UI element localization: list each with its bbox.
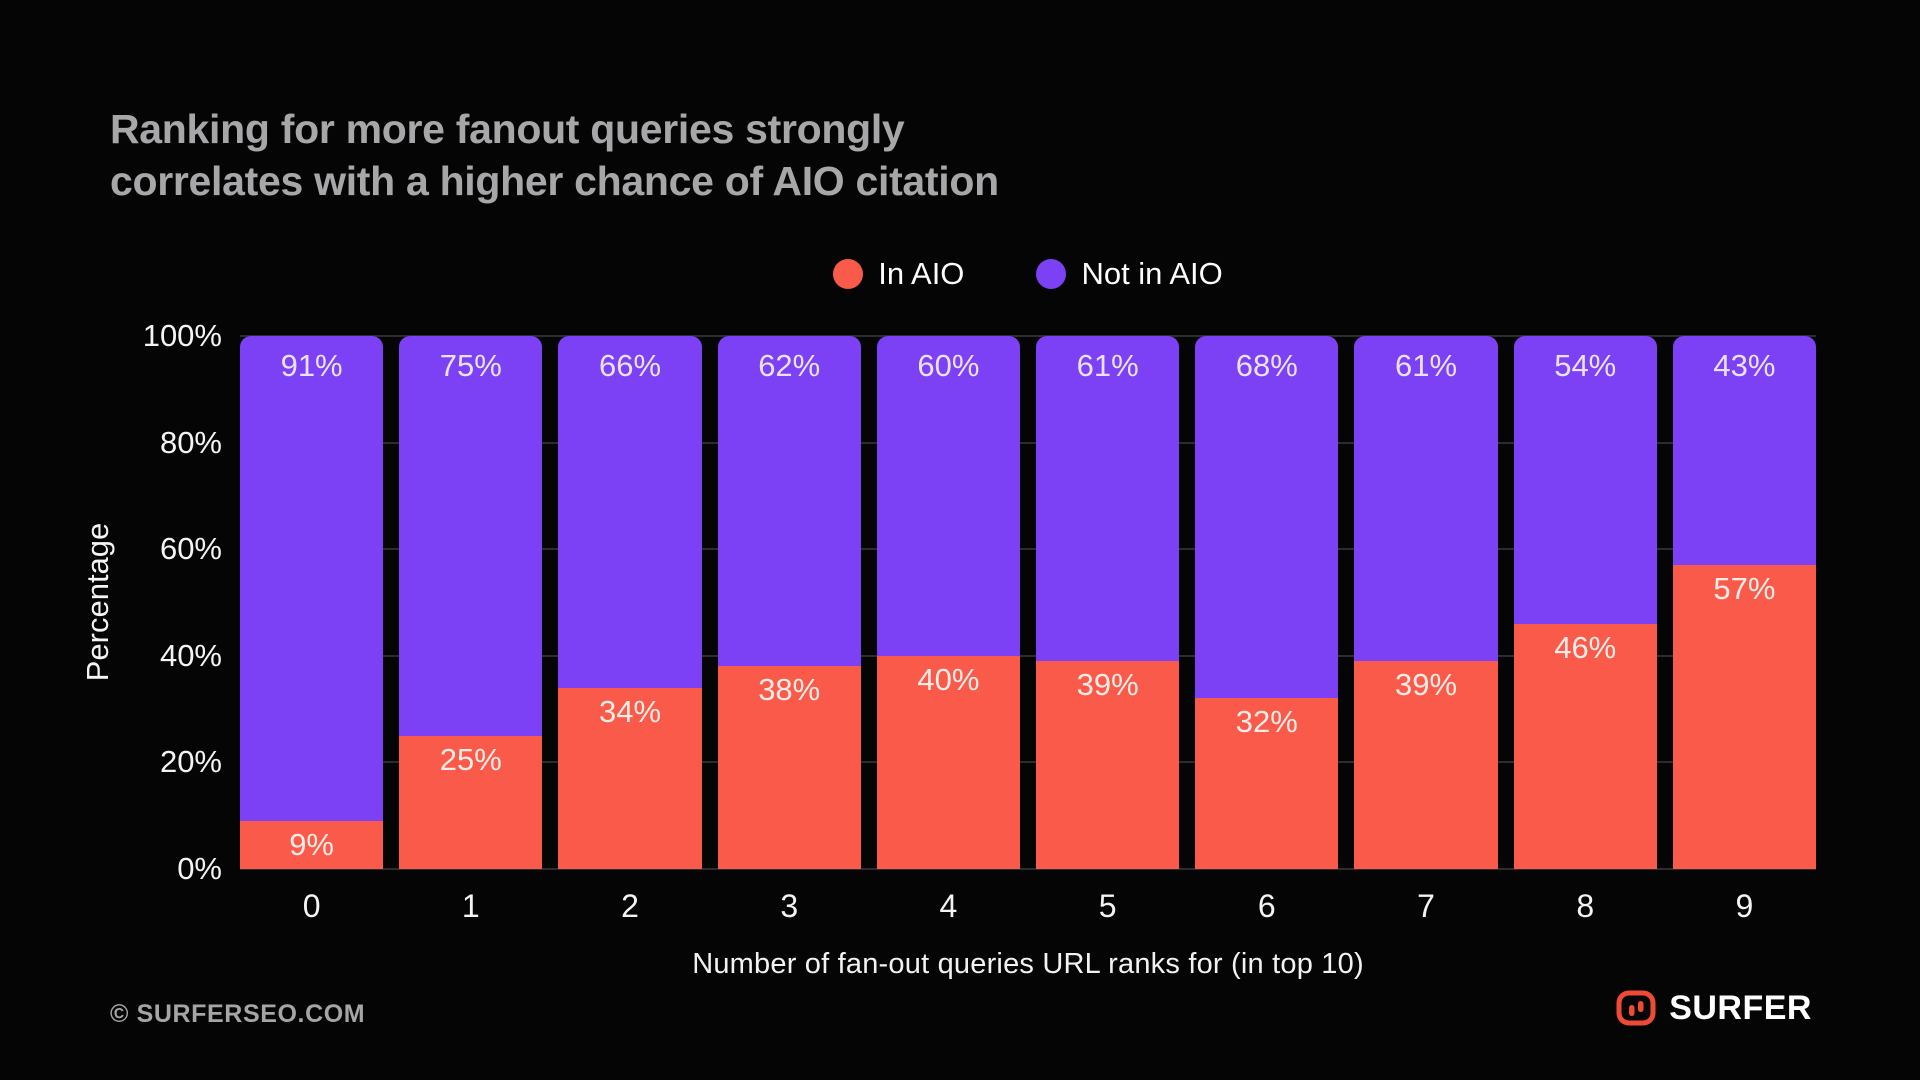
value-label-not-in-aio-1: 75%: [439, 348, 502, 383]
chart-title-line2: correlates with a higher chance of AIO c…: [110, 158, 999, 205]
y-tick-20%: 20%: [159, 744, 222, 780]
segment-not-in-aio-7: 61%: [1354, 336, 1498, 662]
x-axis-title: Number of fan-out queries URL ranks for …: [692, 948, 1364, 980]
segment-not-in-aio-4: 60%: [876, 336, 1021, 656]
x-tick-7: 7: [1417, 888, 1435, 924]
plot-area: 91% 9% 75% 25% 66% 34% 62% 38% 60% 40% 61% 39% 68% 32…: [240, 335, 1817, 870]
grid-line-100: [240, 335, 1816, 337]
chart-title-line1: Ranking for more fanout queries strongly: [110, 106, 905, 152]
value-label-not-in-aio-9: 43%: [1713, 348, 1776, 384]
bar-column-8: 54% 46%: [1513, 336, 1657, 869]
value-label-in-aio-1: 25%: [439, 741, 502, 777]
x-tick-6: 6: [1257, 888, 1276, 924]
segment-in-aio-6: 32%: [1195, 698, 1339, 869]
grid-line-0: [240, 868, 1816, 870]
segment-in-aio-4: 40%: [876, 655, 1021, 869]
value-label-in-aio-2: 34%: [598, 693, 662, 729]
x-tick-9: 9: [1735, 888, 1754, 924]
value-label-not-in-aio-6: 68%: [1235, 348, 1298, 384]
value-label-in-aio-0: 9%: [289, 827, 334, 863]
surfer-logo-text: SURFER: [1669, 988, 1812, 1027]
bars-container: 91% 9% 75% 25% 66% 34% 62% 38% 60% 40% 61% 39% 68% 32…: [240, 336, 1817, 869]
segment-not-in-aio-2: 66%: [558, 336, 702, 688]
grid-line-60: [240, 548, 1816, 551]
surfer-logo-icon: [1616, 990, 1656, 1026]
segment-in-aio-9: 57%: [1672, 565, 1817, 869]
segment-not-in-aio-1: 75%: [399, 336, 543, 736]
value-label-in-aio-5: 39%: [1076, 667, 1139, 703]
segment-in-aio-5: 39%: [1036, 661, 1180, 869]
y-axis-ticks: 0% 20% 40% 60% 80% 100%: [0, 318, 222, 886]
bar-column-4: 60% 40%: [876, 336, 1021, 869]
segment-in-aio-3: 38%: [717, 666, 861, 869]
segment-not-in-aio-3: 62%: [717, 336, 861, 667]
bar-column-5: 61% 39%: [1036, 336, 1180, 869]
y-tick-0%: 0%: [177, 851, 222, 886]
y-tick-40%: 40%: [159, 637, 222, 673]
x-tick-2: 2: [621, 888, 639, 924]
x-tick-5: 5: [1098, 888, 1117, 924]
value-label-in-aio-4: 40%: [917, 661, 980, 697]
legend-item-in-aio: In AIO: [833, 256, 964, 292]
value-label-not-in-aio-5: 61%: [1076, 348, 1139, 384]
segment-not-in-aio-6: 68%: [1195, 336, 1339, 699]
y-tick-80%: 80%: [159, 424, 222, 460]
value-label-not-in-aio-2: 66%: [598, 348, 662, 384]
in-aio-dot-icon: [833, 259, 864, 289]
x-tick-0: 0: [302, 888, 321, 924]
value-label-in-aio-3: 38%: [758, 672, 821, 708]
value-label-in-aio-6: 32%: [1235, 704, 1298, 740]
value-label-not-in-aio-0: 91%: [280, 348, 343, 384]
bar-column-0: 91% 9%: [240, 336, 384, 869]
y-tick-60%: 60%: [159, 531, 222, 567]
bar-column-3: 62% 38%: [717, 336, 861, 869]
value-label-not-in-aio-7: 61%: [1395, 348, 1458, 384]
segment-in-aio-7: 39%: [1354, 661, 1498, 869]
value-label-not-in-aio-8: 54%: [1554, 348, 1617, 384]
not-in-aio-dot-icon: [1036, 259, 1067, 289]
copyright: © SURFERSEO.COM: [110, 1000, 366, 1028]
y-tick-100%: 100%: [142, 318, 222, 353]
chart-title: Ranking for more fanout queries strongly…: [110, 103, 999, 208]
grid-line-20: [240, 761, 1816, 764]
value-label-not-in-aio-3: 62%: [758, 348, 821, 384]
value-label-in-aio-8: 46%: [1554, 629, 1617, 665]
segment-not-in-aio-5: 61%: [1036, 336, 1180, 662]
grid-line-40: [240, 654, 1816, 657]
bar-column-9: 43% 57%: [1672, 336, 1817, 869]
legend-label-not-in-aio: Not in AIO: [1081, 256, 1223, 291]
x-axis-ticks: 0 1 2 3 4 5 6 7 8 9: [240, 888, 1816, 925]
x-tick-4: 4: [939, 888, 958, 924]
legend-item-not-in-aio: Not in AIO: [1036, 256, 1223, 292]
surfer-logo: SURFER: [1615, 988, 1812, 1028]
value-label-in-aio-7: 39%: [1395, 667, 1458, 703]
x-tick-1: 1: [461, 888, 480, 924]
segment-not-in-aio-9: 43%: [1672, 336, 1817, 566]
segment-in-aio-8: 46%: [1513, 623, 1657, 869]
segment-not-in-aio-8: 54%: [1513, 336, 1657, 624]
value-label-in-aio-9: 57%: [1713, 571, 1776, 607]
bar-column-2: 66% 34%: [558, 336, 702, 869]
segment-in-aio-2: 34%: [558, 687, 702, 869]
x-tick-8: 8: [1576, 888, 1595, 924]
x-tick-3: 3: [780, 888, 799, 924]
grid-line-80: [240, 441, 1816, 444]
legend-label-in-aio: In AIO: [878, 256, 965, 291]
legend: In AIO Not in AIO: [240, 256, 1816, 292]
segment-in-aio-1: 25%: [399, 735, 543, 869]
segment-not-in-aio-0: 91%: [240, 336, 384, 822]
segment-in-aio-0: 9%: [240, 821, 384, 869]
bar-column-1: 75% 25%: [399, 336, 543, 869]
value-label-not-in-aio-4: 60%: [917, 348, 980, 384]
bar-column-7: 61% 39%: [1354, 336, 1498, 869]
bar-column-6: 68% 32%: [1195, 336, 1339, 869]
